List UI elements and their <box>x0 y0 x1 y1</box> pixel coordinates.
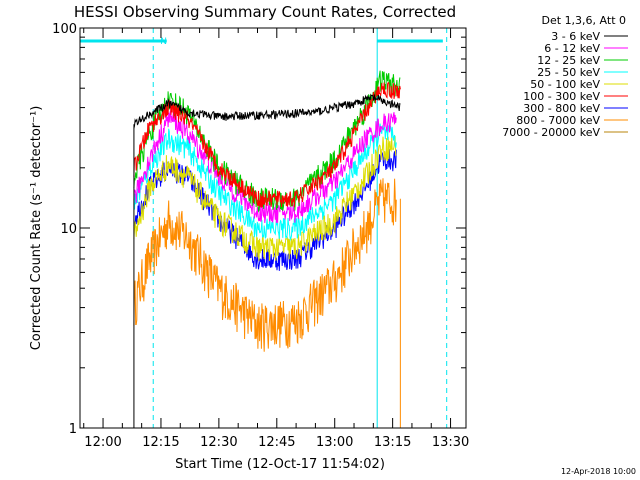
x-axis-label: Start Time (12-Oct-17 11:54:02) <box>175 457 385 472</box>
series-line-3 <box>133 123 397 242</box>
legend-entry-label: 12 - 25 keV <box>537 54 600 67</box>
legend-header: Det 1,3,6, Att 0 <box>542 14 626 27</box>
x-tick-label: 12:15 <box>142 435 179 450</box>
series-line-7 <box>133 178 397 352</box>
legend-entry-label: 50 - 100 keV <box>530 78 600 91</box>
series-line-0 <box>133 94 401 129</box>
series-line-5 <box>133 82 401 208</box>
y-tick-label: 1 <box>69 422 77 437</box>
x-tick-label: 13:15 <box>374 435 411 450</box>
legend-entry-label: 7000 - 20000 keV <box>502 126 600 139</box>
legend-entry-label: 100 - 300 keV <box>523 90 600 103</box>
x-tick-label: 13:30 <box>432 435 469 450</box>
series-line-1 <box>133 110 397 224</box>
x-tick-label: 13:00 <box>316 435 353 450</box>
legend-entry-label: 3 - 6 keV <box>551 30 600 43</box>
y-axis-ticks: 1 10 100 <box>52 22 466 437</box>
chart-title: HESSI Observing Summary Count Rates, Cor… <box>74 3 456 21</box>
series-line-4 <box>133 136 397 261</box>
flag-marker-label: N <box>160 37 167 47</box>
y-tick-label: 10 <box>60 222 77 237</box>
x-axis-ticks: 12:00 12:15 12:30 12:45 13:00 13:15 13:30 <box>83 28 469 450</box>
y-axis-label: Corrected Count Rate (s⁻¹ detector⁻¹) <box>29 106 44 351</box>
legend-entry-label: 800 - 7000 keV <box>516 114 600 127</box>
x-tick-label: 12:45 <box>258 435 295 450</box>
y-tick-label: 100 <box>52 22 77 37</box>
series-layer <box>133 70 401 428</box>
footer-timestamp: 12-Apr-2018 10:00 <box>561 467 636 476</box>
x-tick-label: 12:00 <box>84 435 121 450</box>
legend-entry-label: 6 - 12 keV <box>544 42 600 55</box>
legend-entry-label: 25 - 50 keV <box>537 66 600 79</box>
x-tick-label: 12:30 <box>200 435 237 450</box>
legend-entry-label: 300 - 800 keV <box>523 102 600 115</box>
